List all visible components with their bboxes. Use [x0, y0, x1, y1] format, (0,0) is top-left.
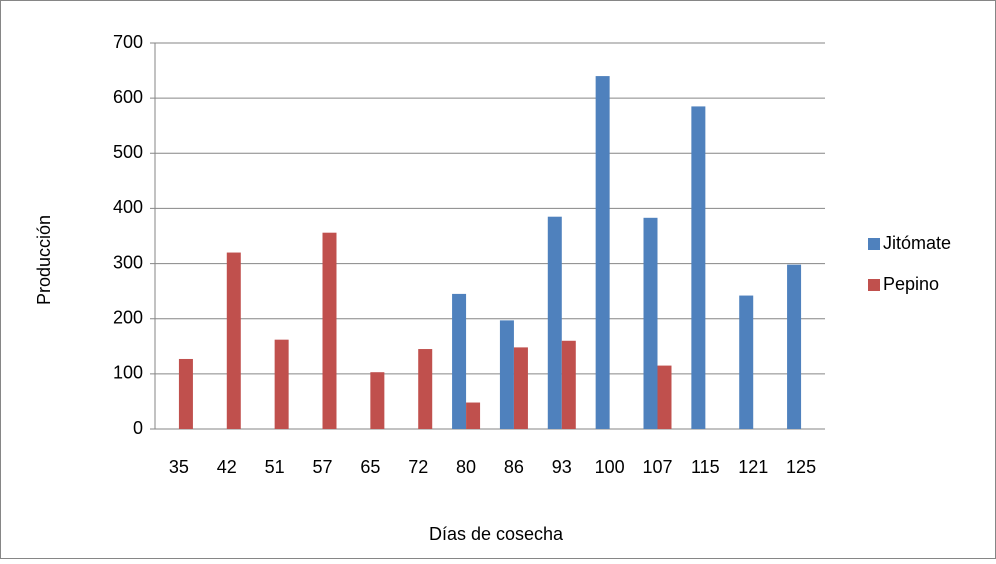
legend-swatch: [868, 279, 880, 291]
bar: [226, 252, 241, 429]
bar: [643, 217, 658, 429]
bar: [595, 76, 610, 429]
x-tick-label: 42: [217, 457, 237, 477]
x-tick-label: 86: [504, 457, 524, 477]
y-tick-label: 600: [113, 87, 143, 107]
x-tick-label: 65: [360, 457, 380, 477]
x-axis-title: Días de cosecha: [429, 524, 564, 544]
bar: [561, 340, 576, 429]
legend-swatch: [868, 238, 880, 250]
x-tick-label: 125: [786, 457, 816, 477]
x-tick-label: 121: [738, 457, 768, 477]
bar: [657, 365, 672, 429]
x-tick-label: 93: [552, 457, 572, 477]
bar: [452, 293, 467, 429]
bar: [739, 295, 754, 429]
bar: [691, 106, 706, 430]
x-tick-label: 72: [408, 457, 428, 477]
bar: [274, 339, 289, 429]
bar: [322, 232, 337, 429]
y-tick-label: 700: [113, 32, 143, 52]
bar: [787, 264, 802, 429]
x-tick-label: 51: [265, 457, 285, 477]
bar: [178, 358, 193, 429]
y-tick-label: 0: [133, 418, 143, 438]
bar: [547, 216, 562, 429]
legend-label: Jitómate: [883, 233, 951, 253]
x-tick-label: 35: [169, 457, 189, 477]
y-tick-label: 300: [113, 252, 143, 272]
bar: [418, 349, 433, 429]
x-tick-label: 107: [642, 457, 672, 477]
legend-label: Pepino: [883, 274, 939, 294]
bar: [370, 372, 385, 429]
y-tick-label: 200: [113, 307, 143, 327]
y-tick-label: 400: [113, 197, 143, 217]
x-tick-label: 80: [456, 457, 476, 477]
y-tick-label: 500: [113, 142, 143, 162]
x-tick-label: 100: [595, 457, 625, 477]
y-axis-title: Producción: [34, 215, 54, 305]
x-tick-label: 115: [691, 457, 720, 477]
bar: [466, 402, 481, 429]
y-tick-label: 100: [113, 363, 143, 383]
bar: [499, 320, 514, 429]
bar: [513, 347, 528, 429]
x-tick-label: 57: [312, 457, 332, 477]
